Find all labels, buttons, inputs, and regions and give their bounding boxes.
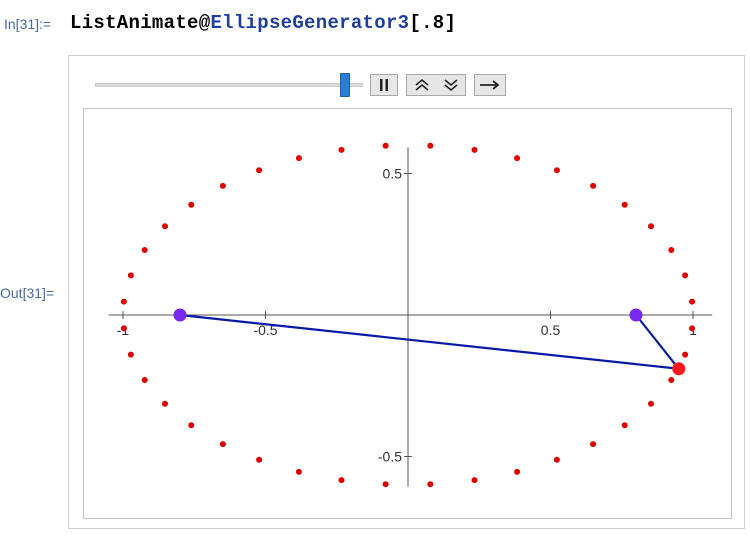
x-tick-label: 0.5 (541, 322, 561, 338)
ellipse-point (256, 167, 263, 174)
ellipse-point (471, 477, 478, 484)
ellipse-point (382, 142, 389, 149)
animation-panel: -1-0.50.510.5-0.5 (68, 55, 745, 529)
ellipse-point (141, 247, 148, 254)
ellipse-point (553, 167, 560, 174)
y-tick-label: 0.5 (383, 166, 403, 182)
ellipse-point (161, 223, 168, 230)
ellipse-point (338, 146, 345, 153)
ellipse-point (682, 272, 689, 279)
output-label: Out[31]= (0, 285, 55, 301)
direction-forward-icon (480, 80, 500, 90)
ellipse-point (590, 182, 597, 189)
ellipse-point (256, 456, 263, 463)
code-generator: EllipseGenerator3 (210, 12, 410, 34)
x-tick-label: -0.5 (253, 322, 277, 338)
ellipse-point (514, 155, 521, 162)
input-label: In[31]:= (4, 16, 52, 32)
ellipse-point (648, 223, 655, 230)
ellipse-point (127, 272, 134, 279)
ellipse-point (427, 481, 434, 488)
frame-slider-thumb[interactable] (340, 73, 351, 97)
faster-button[interactable] (414, 78, 430, 92)
pause-button[interactable] (370, 74, 398, 96)
ellipse-point (219, 441, 226, 448)
ellipse-point (188, 422, 195, 429)
ellipse-point (188, 201, 195, 208)
speed-buttons (406, 74, 466, 96)
ellipse-point (295, 468, 302, 475)
focus-point (629, 308, 643, 322)
moving-point (672, 362, 686, 376)
ellipse-point (338, 477, 345, 484)
ellipse-point (295, 155, 302, 162)
y-tick-label: -0.5 (378, 449, 402, 465)
ellipse-point (668, 376, 675, 383)
input-code[interactable]: ListAnimate@EllipseGenerator3[.8] (70, 12, 456, 34)
frame-slider-track[interactable] (95, 83, 363, 87)
ellipse-point (161, 400, 168, 407)
focus-line (179, 313, 679, 370)
ellipse-point (621, 422, 628, 429)
ellipse-point (590, 441, 597, 448)
direction-button[interactable] (474, 74, 506, 96)
code-argument: [.8] (409, 12, 457, 34)
ellipse-point (621, 201, 628, 208)
focus-point (173, 308, 187, 322)
ellipse-point (668, 247, 675, 254)
ellipse-plot: -1-0.50.510.5-0.5 (108, 142, 713, 488)
code-function: ListAnimate@ (70, 12, 211, 34)
plot-area: -1-0.50.510.5-0.5 (83, 108, 732, 519)
slower-button[interactable] (443, 78, 459, 92)
ellipse-point (120, 325, 127, 332)
focus-line (635, 314, 680, 370)
ellipse-point (382, 481, 389, 488)
ellipse-point (648, 400, 655, 407)
ellipse-point (141, 376, 148, 383)
ellipse-point (120, 298, 127, 305)
slower-icon (443, 79, 458, 92)
faster-icon (414, 78, 429, 91)
ellipse-point (127, 351, 134, 358)
ellipse-point (514, 468, 521, 475)
ellipse-point (219, 182, 226, 189)
ellipse-point (682, 351, 689, 358)
ellipse-point (553, 456, 560, 463)
ellipse-point (689, 325, 696, 332)
ellipse-point (689, 298, 696, 305)
ellipse-point (427, 142, 434, 149)
ellipse-point (471, 146, 478, 153)
pause-icon (380, 79, 388, 91)
